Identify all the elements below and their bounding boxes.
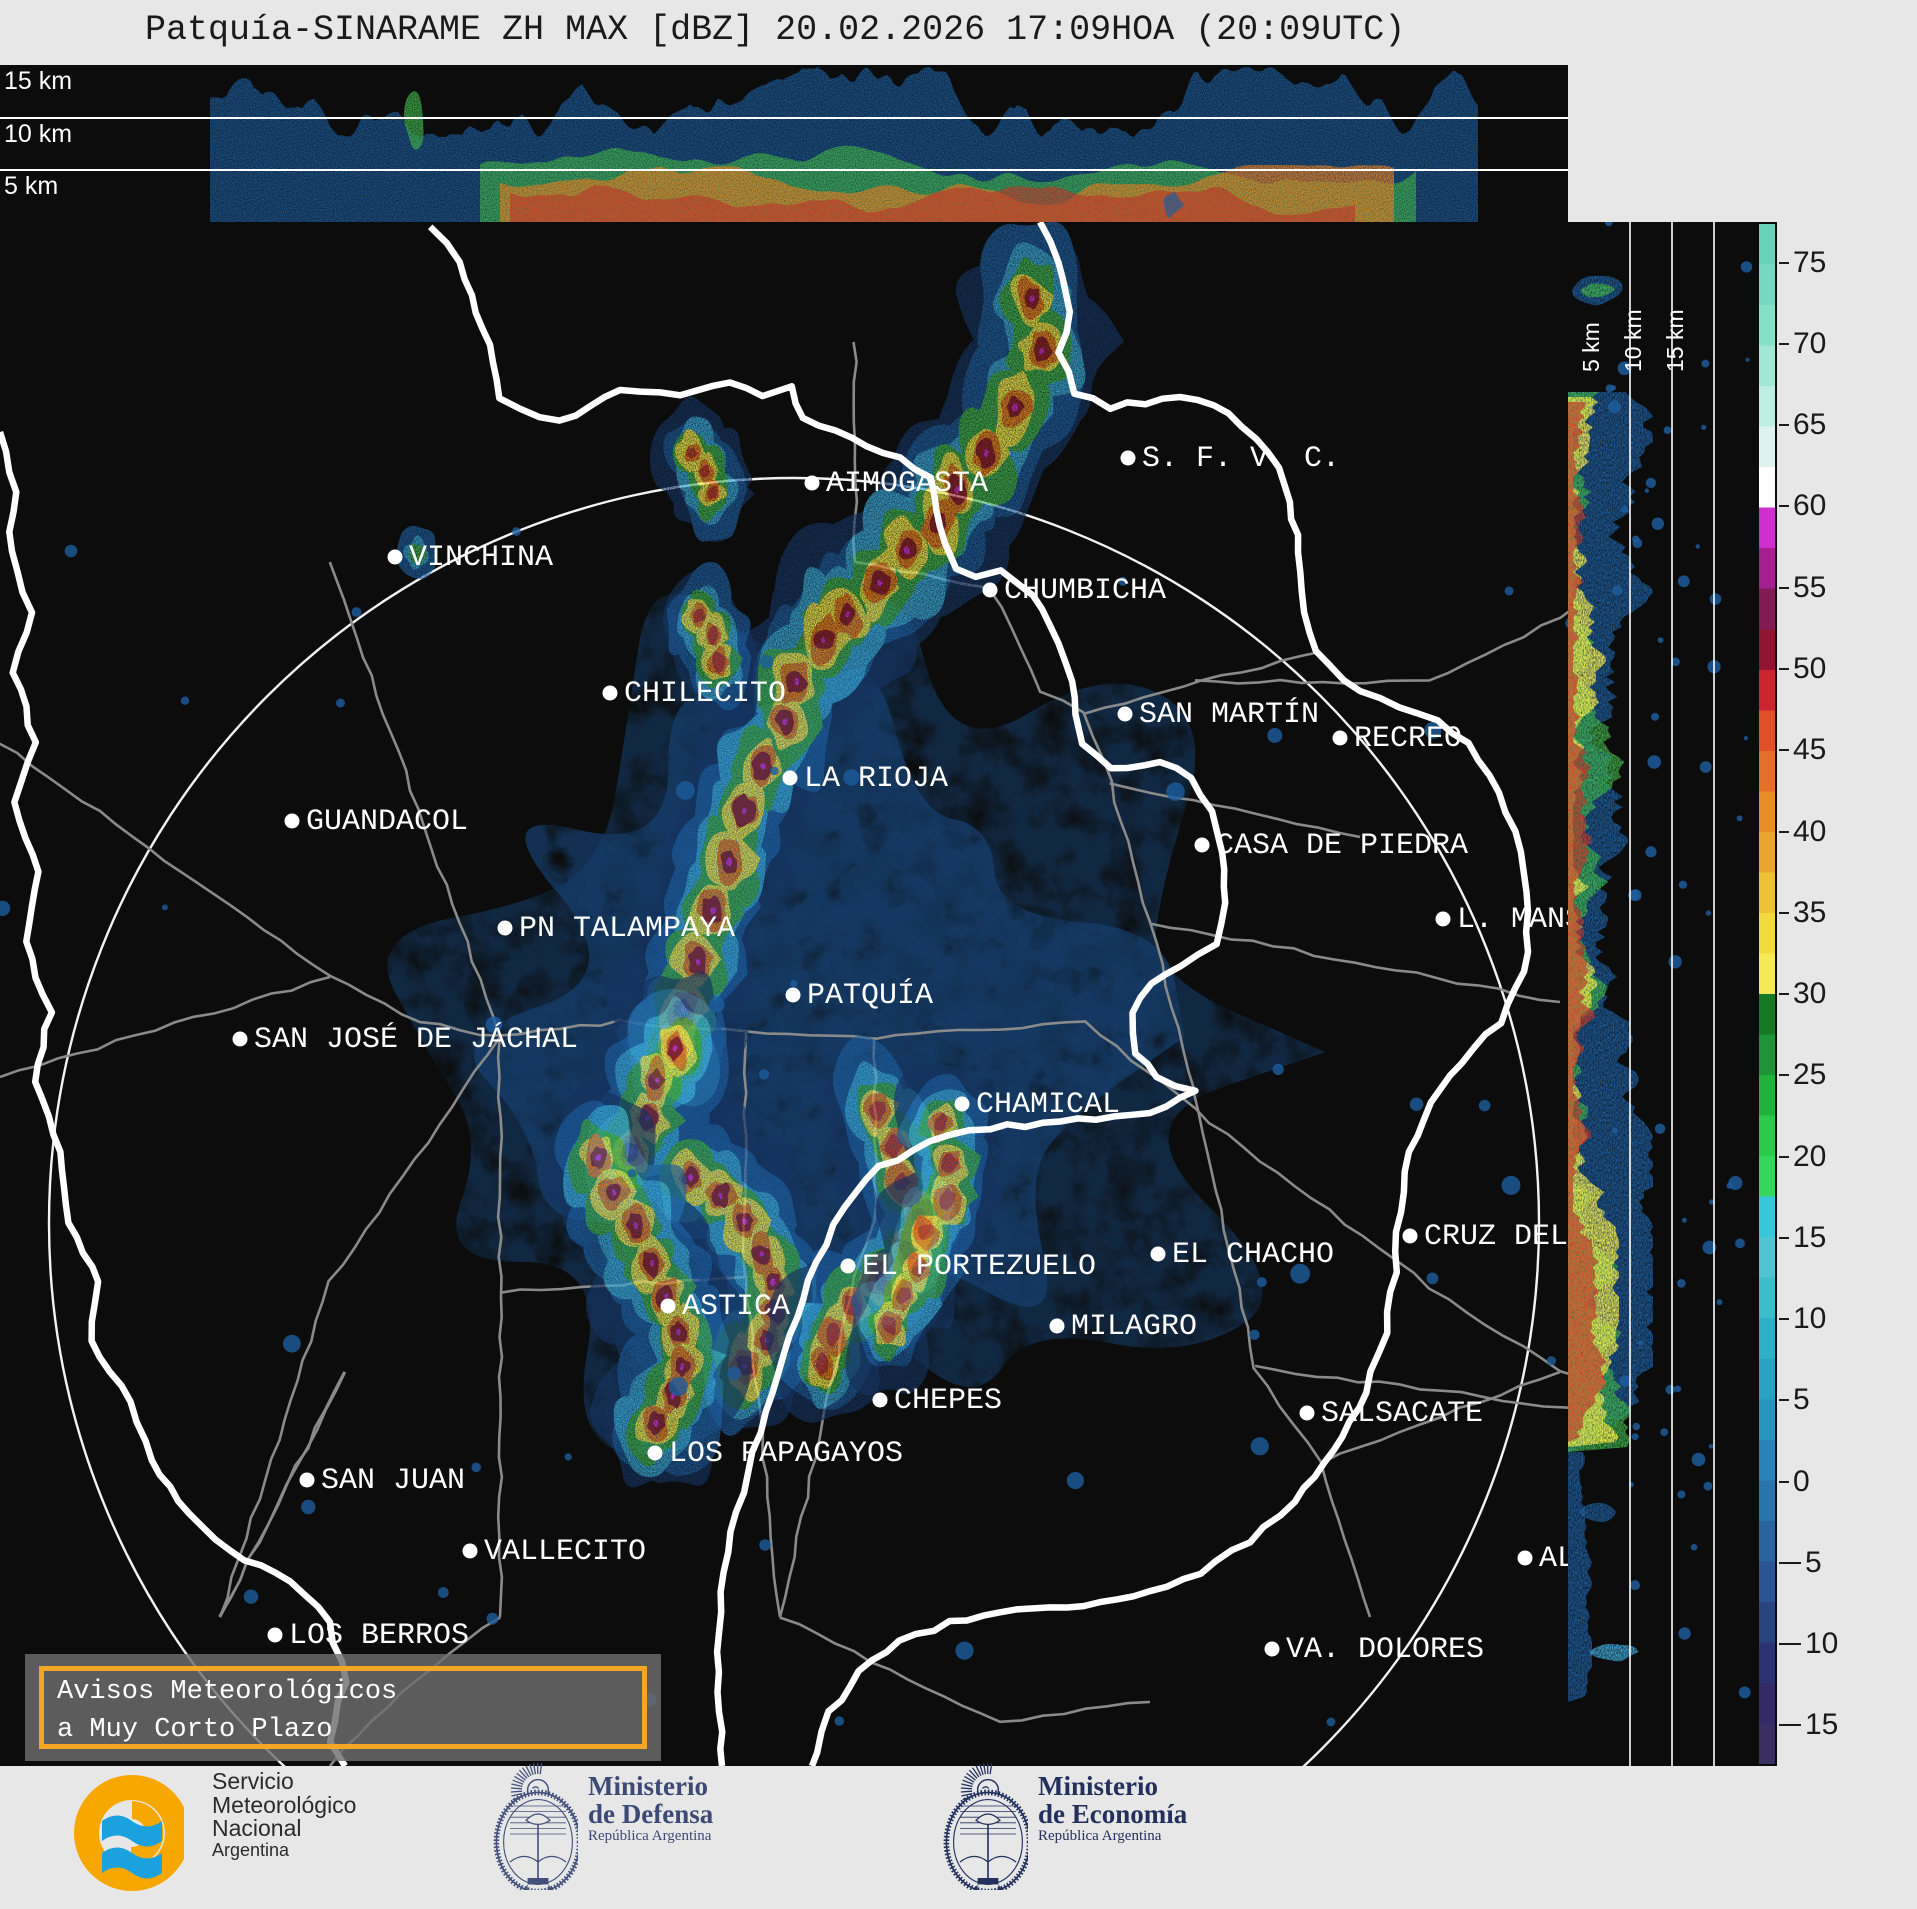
svg-text:PATQUÍA: PATQUÍA: [807, 978, 933, 1013]
svg-text:ASTICA: ASTICA: [682, 1290, 790, 1324]
svg-text:EL PORTEZUELO: EL PORTEZUELO: [862, 1250, 1096, 1284]
svg-text:VA. DOLORES: VA. DOLORES: [1286, 1633, 1484, 1667]
svg-text:LOS PAPAGAYOS: LOS PAPAGAYOS: [669, 1437, 903, 1471]
svg-text:S. F. V. C.: S. F. V. C.: [1142, 442, 1340, 476]
svg-text:EL CHACHO: EL CHACHO: [1172, 1238, 1334, 1272]
svg-text:CHILECITO: CHILECITO: [624, 677, 786, 711]
svg-text:CHUMBICHA: CHUMBICHA: [1004, 574, 1166, 608]
svg-text:RECREO: RECREO: [1354, 722, 1462, 756]
svg-text:AIMOGASTA: AIMOGASTA: [826, 467, 988, 501]
svg-text:CHEPES: CHEPES: [894, 1384, 1002, 1418]
svg-text:SAN JOSÉ DE JÁCHAL: SAN JOSÉ DE JÁCHAL: [254, 1022, 578, 1057]
svg-text:SALSACATE: SALSACATE: [1321, 1397, 1483, 1431]
svg-text:LOS BERROS: LOS BERROS: [289, 1619, 469, 1653]
svg-text:SAN MARTÍN: SAN MARTÍN: [1139, 697, 1319, 732]
svg-text:CHAMICAL: CHAMICAL: [976, 1088, 1120, 1122]
svg-text:PN TALAMPAYA: PN TALAMPAYA: [519, 912, 735, 946]
svg-text:VALLECITO: VALLECITO: [484, 1535, 646, 1569]
svg-text:GUANDACOL: GUANDACOL: [306, 805, 468, 839]
svg-text:SAN JUAN: SAN JUAN: [321, 1464, 465, 1498]
svg-text:LA RIOJA: LA RIOJA: [804, 762, 948, 796]
svg-text:MILAGRO: MILAGRO: [1071, 1310, 1197, 1344]
svg-text:CASA DE PIEDRA: CASA DE PIEDRA: [1216, 829, 1468, 863]
svg-text:VINCHINA: VINCHINA: [409, 541, 553, 575]
